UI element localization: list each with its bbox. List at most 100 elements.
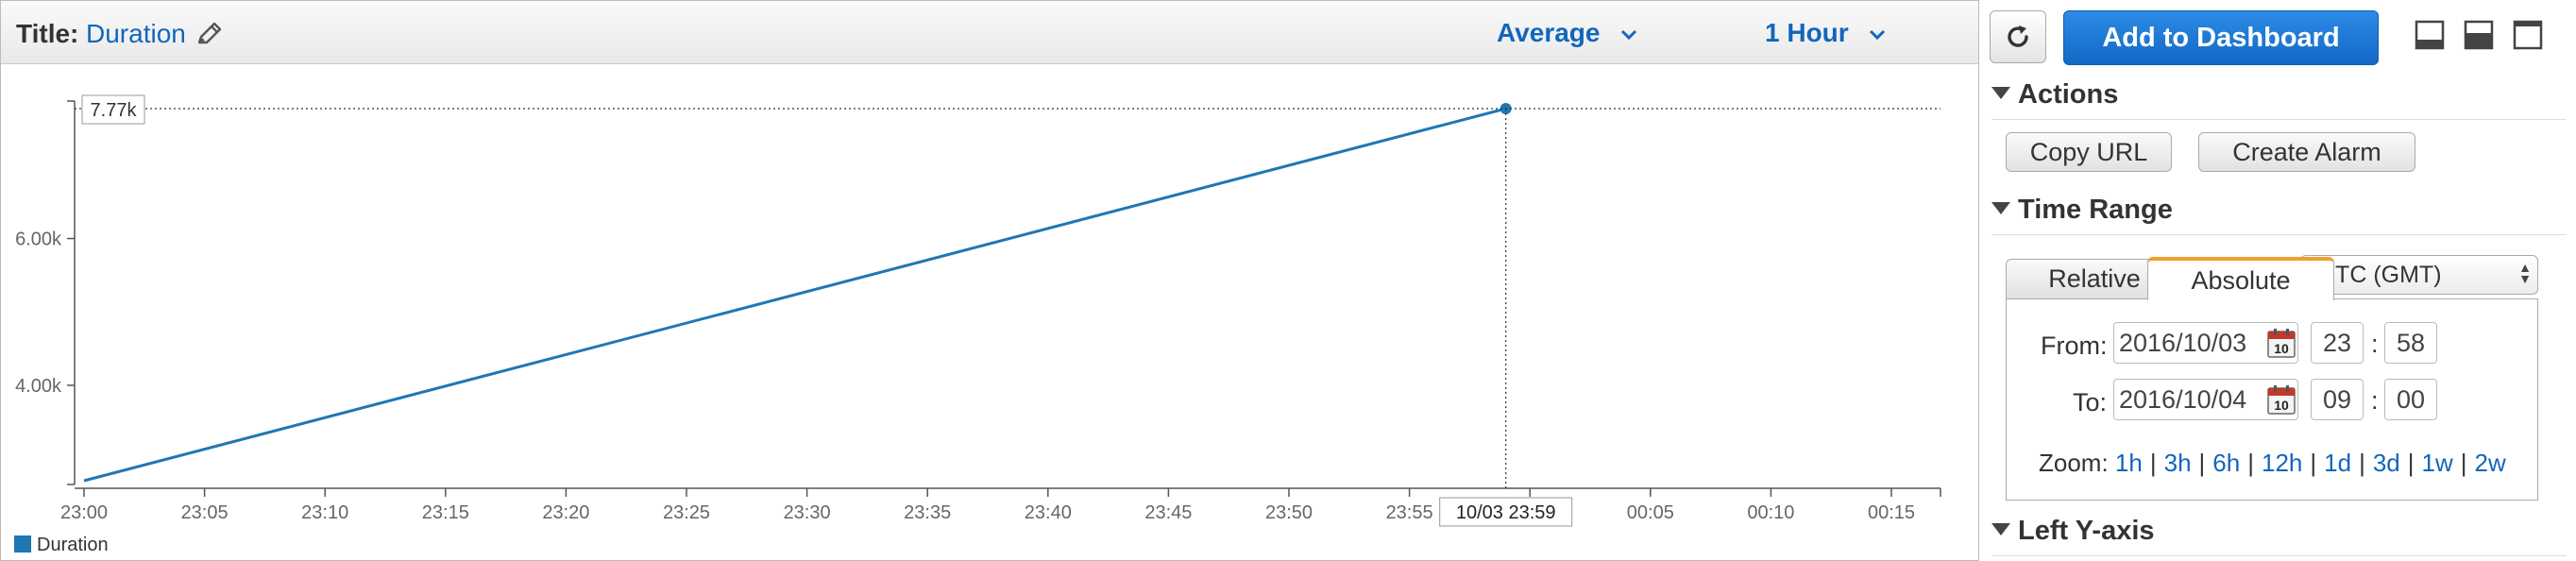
timezone-select[interactable]: UTC (GMT) ▲ ▼ [2300, 255, 2538, 295]
x-tick-label: 00:15 [1868, 502, 1915, 523]
zoom-row: Zoom: 1h | 3h | 6h | 12h | 1d | 3d | 1w | 2w [2039, 449, 2506, 478]
from-label: From: [2041, 332, 2108, 360]
line-chart[interactable]: 4.00k 6.00k 23:00 23:05 23:10 23:15 23:20 23:2… [1, 63, 1978, 560]
x-tick-label: 23:15 [422, 502, 469, 523]
x-axis: 23:00 23:05 23:10 23:15 23:20 23:25 23:30 23:35… [60, 487, 1941, 523]
calendar-icon[interactable]: 10 [2267, 328, 2296, 358]
period-dropdown[interactable]: 1 Hour [1765, 18, 1886, 48]
create-alarm-button[interactable]: Create Alarm [2198, 132, 2415, 172]
select-arrows-icon: ▲ ▼ [2518, 260, 2532, 286]
copy-url-button[interactable]: Copy URL [2006, 132, 2172, 172]
to-date-value: 2016/10/04 [2119, 384, 2247, 414]
zoom-separator: | [2310, 449, 2317, 477]
to-date-input[interactable]: 2016/10/04 10 [2113, 379, 2298, 420]
legend-label[interactable]: Duration [37, 535, 109, 555]
calendar-day-text: 10 [2274, 341, 2289, 356]
from-date-value: 2016/10/03 [2119, 328, 2247, 357]
y-tick-label: 4.00k [15, 376, 62, 397]
timezone-value: UTC (GMT) [2318, 261, 2442, 288]
from-minute-input[interactable]: 58 [2384, 322, 2437, 364]
x-tick-label: 23:25 [663, 502, 710, 523]
zoom-link-1h[interactable]: 1h [2114, 449, 2143, 477]
series-group [83, 103, 1512, 483]
divider [1991, 555, 2567, 556]
zoom-separator: | [2359, 449, 2365, 477]
divider [1991, 119, 2567, 120]
to-label: To: [2073, 388, 2108, 416]
zoom-separator: | [2247, 449, 2254, 477]
collapse-triangle-icon [1991, 522, 2010, 536]
x-tick-label: 00:10 [1747, 502, 1794, 523]
hover-value-box [81, 94, 145, 125]
series-line-duration [83, 107, 1507, 483]
zoom-links: 1h | 3h | 6h | 12h | 1d | 3d | 1w | 2w [2115, 449, 2506, 477]
y-axis: 4.00k 6.00k [15, 100, 76, 485]
x-tick-label: 23:35 [904, 502, 951, 523]
zoom-link-3d[interactable]: 3d [2372, 449, 2400, 477]
tab-absolute[interactable]: Absolute [2147, 257, 2334, 300]
hover-time-label: 10/03 23:59 [1456, 502, 1556, 523]
divider [1991, 234, 2567, 235]
hover-crosshair: 7.77k 10/03 23:59 [75, 94, 1940, 527]
x-tick-label: 23:55 [1386, 502, 1433, 523]
zoom-link-6h[interactable]: 6h [2212, 449, 2241, 477]
zoom-link-3h[interactable]: 3h [2163, 449, 2192, 477]
hover-time-box [1439, 497, 1573, 527]
add-to-dashboard-button[interactable]: Add to Dashboard [2063, 10, 2379, 65]
collapse-triangle-icon [1991, 201, 2010, 214]
zoom-separator: | [2407, 449, 2415, 477]
graph-panel: Title: Duration Average 1 Hour 4.00k 6.00… [0, 0, 1979, 561]
refresh-button[interactable] [1990, 10, 2046, 63]
graph-title-value[interactable]: Duration [86, 19, 186, 48]
x-tick-label: 23:20 [542, 502, 589, 523]
x-tick-label: 00:05 [1627, 502, 1674, 523]
calendar-day-text: 10 [2274, 398, 2289, 413]
left-y-axis-section-title: Left Y-axis [2018, 516, 2155, 546]
zoom-link-2w[interactable]: 2w [2474, 449, 2506, 477]
from-date-input[interactable]: 2016/10/03 10 [2113, 322, 2298, 364]
legend-swatch[interactable] [14, 536, 31, 552]
statistic-value: Average [1497, 18, 1601, 47]
time-range-section-header[interactable]: Time Range [1991, 195, 2173, 226]
x-tick-label: 23:50 [1265, 502, 1313, 523]
time-separator: : [2371, 386, 2379, 415]
left-y-axis-section-header[interactable]: Left Y-axis [1991, 516, 2155, 547]
actions-section-title: Actions [2018, 79, 2119, 110]
zoom-separator: | [2149, 449, 2157, 477]
zoom-link-1w[interactable]: 1w [2421, 449, 2453, 477]
layout-full-icon[interactable] [2512, 19, 2544, 51]
chevron-down-icon [1870, 29, 1886, 40]
actions-section-header[interactable]: Actions [1991, 79, 2118, 110]
x-tick-label: 23:45 [1144, 502, 1192, 523]
period-value: 1 Hour [1765, 18, 1849, 47]
collapse-triangle-icon [1991, 86, 2010, 99]
sidebar: Add to Dashboard Actions Copy URL Create… [1987, 0, 2576, 561]
y-tick-label: 6.00k [15, 230, 62, 250]
time-separator: : [2371, 330, 2379, 358]
zoom-link-12h[interactable]: 12h [2261, 449, 2303, 477]
chevron-down-icon [1621, 29, 1637, 40]
hover-value-label: 7.77k [91, 100, 138, 121]
from-hour-input[interactable]: 23 [2311, 322, 2364, 364]
x-tick-label: 23:30 [784, 502, 831, 523]
x-tick-label: 23:40 [1025, 502, 1072, 523]
zoom-separator: | [2460, 449, 2467, 477]
x-tick-label: 23:00 [60, 502, 108, 523]
zoom-link-1d[interactable]: 1d [2324, 449, 2352, 477]
refresh-icon [2008, 26, 2028, 47]
graph-title-label: Title: [16, 19, 79, 48]
zoom-separator: | [2198, 449, 2206, 477]
absolute-range-panel: From: 2016/10/03 10 23 : 58 To: 2016/10/… [2006, 298, 2538, 501]
x-tick-label: 23:05 [181, 502, 229, 523]
layout-half-icon[interactable] [2463, 19, 2495, 51]
time-range-section-title: Time Range [2018, 195, 2173, 225]
to-hour-input[interactable]: 09 [2311, 379, 2364, 420]
x-tick-label: 23:10 [301, 502, 348, 523]
statistic-dropdown[interactable]: Average [1497, 18, 1637, 48]
pencil-icon[interactable] [195, 20, 224, 48]
layout-bottom-icon[interactable] [2414, 19, 2446, 51]
legend[interactable]: Duration [14, 535, 109, 555]
to-minute-input[interactable]: 00 [2384, 379, 2437, 420]
zoom-label: Zoom: [2039, 449, 2109, 477]
calendar-icon[interactable]: 10 [2267, 384, 2296, 415]
